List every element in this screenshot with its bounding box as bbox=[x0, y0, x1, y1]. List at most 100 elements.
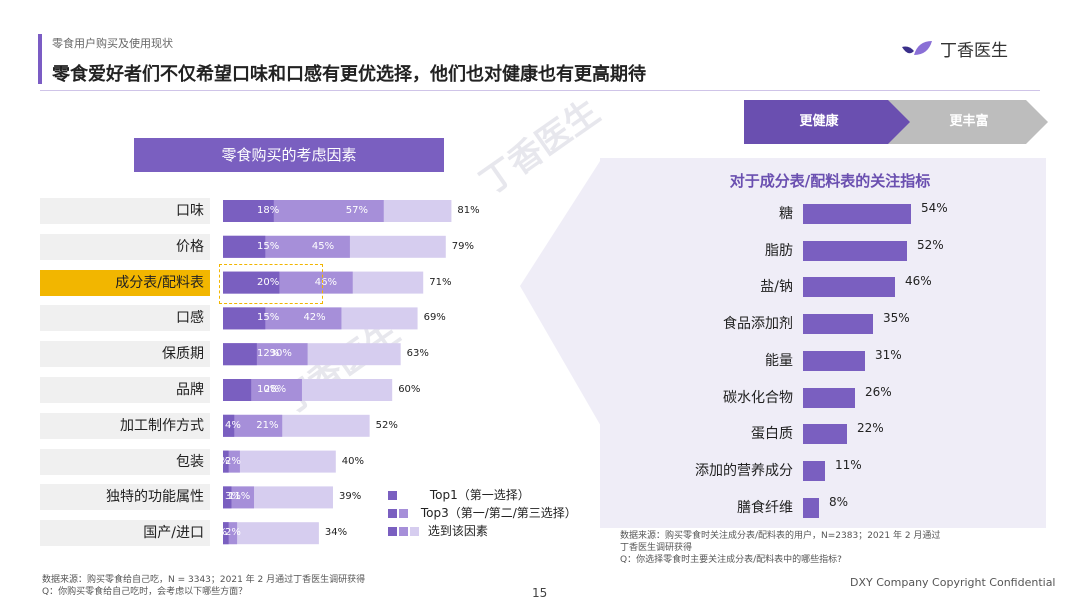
indicator-label: 脂肪 bbox=[765, 242, 793, 259]
factor-row: 国产/进口 bbox=[40, 520, 210, 547]
bar-top1 bbox=[223, 379, 252, 401]
tab-healthier[interactable]: 更健康 bbox=[744, 100, 894, 144]
factor-row: 加工制作方式 bbox=[40, 412, 210, 439]
tab-healthier-label: 更健康 bbox=[799, 114, 839, 129]
indicator-label: 食品添加剂 bbox=[723, 316, 793, 333]
legend-top3-swatch-a bbox=[388, 509, 397, 518]
legend-top1: Top1（第一选择） bbox=[388, 486, 530, 503]
bar-top3 bbox=[223, 414, 283, 437]
indicator-value: 46% bbox=[905, 274, 932, 289]
indicator-bar bbox=[803, 314, 873, 335]
legend-top3-swatch-b bbox=[399, 509, 408, 518]
highlight-dashed-box bbox=[219, 263, 323, 304]
indicator-bar bbox=[803, 424, 847, 445]
top1-value-label: 3% bbox=[225, 491, 241, 503]
bar-top1 bbox=[223, 486, 232, 509]
top1-value-label: 15% bbox=[257, 240, 280, 252]
tab-richer-label: 更丰富 bbox=[949, 114, 989, 129]
indicator-bar bbox=[803, 277, 895, 298]
callout-wedge bbox=[520, 158, 602, 428]
right-source-line-3: Q：你选择零食时主要关注成分表/配料表中的哪些指标? bbox=[620, 555, 842, 565]
section-subtitle: 零食用户购买及使用现状 bbox=[52, 37, 173, 50]
header-divider bbox=[40, 90, 1040, 91]
factor-row: 价格 bbox=[40, 233, 210, 260]
indicator-label: 碳水化合物 bbox=[723, 389, 793, 406]
indicator-label: 糖 bbox=[779, 206, 793, 222]
factor-row: 保质期 bbox=[40, 341, 210, 368]
legend-top3: Top3（第一/第二/第三选择） bbox=[388, 504, 577, 521]
right-source-line-1: 数据来源：购买零食时关注成分表/配料表的用户，N=2383；2021 年 2 月… bbox=[620, 531, 941, 541]
top3-value-label: 21% bbox=[256, 419, 279, 431]
indicator-value: 31% bbox=[875, 347, 902, 362]
legend-top1-label: Top1（第一选择） bbox=[429, 488, 530, 502]
title-accent-bar bbox=[38, 34, 42, 84]
left-source-line-2: Q：你购买零食给自己吃时，会考虑以下哪些方面？ bbox=[42, 587, 248, 597]
indicator-bar bbox=[803, 497, 819, 518]
indicator-label: 膳食纤维 bbox=[737, 499, 793, 516]
legend-top1-swatch bbox=[388, 491, 397, 500]
factor-row: 包装 bbox=[40, 448, 210, 475]
indicator-label: 蛋白质 bbox=[751, 426, 793, 443]
brand-logo-text: 丁香医生 bbox=[940, 41, 1008, 61]
indicator-label: 盐/钠 bbox=[760, 279, 793, 296]
copyright: DXY Company Copyright Confidential bbox=[850, 576, 1056, 589]
indicator-value: 54% bbox=[921, 201, 948, 215]
factor-label: 价格 bbox=[176, 238, 204, 255]
page-title: 零食爱好者们不仅希望口味和口感有更优选择，他们也对健康也有更高期待 bbox=[52, 64, 646, 85]
bar-top1 bbox=[223, 235, 266, 258]
bar-top1 bbox=[223, 522, 229, 545]
factor-label: 成分表/配料表 bbox=[115, 274, 204, 291]
factor-label: 包装 bbox=[176, 453, 204, 470]
selected-value-label: 39% bbox=[338, 491, 362, 503]
factor-label: 保质期 bbox=[162, 346, 204, 363]
bar-selected bbox=[223, 450, 336, 473]
bar-top1 bbox=[223, 307, 266, 330]
right-source-line-2: 丁香医生调研获得 bbox=[620, 543, 693, 553]
bar-top1 bbox=[223, 414, 235, 437]
top1-value-label: 2% bbox=[225, 527, 241, 539]
indicator-bar bbox=[803, 204, 911, 224]
legend-selected-swatch-c bbox=[410, 527, 419, 536]
bar-top1 bbox=[223, 450, 229, 473]
right-chart-title: 对于成分表/配料表的关注指标 bbox=[729, 172, 931, 190]
indicator-bar bbox=[803, 387, 855, 408]
bar-selected bbox=[223, 522, 319, 545]
top1-value-label: 12% bbox=[257, 348, 280, 360]
factor-row: 口味 bbox=[40, 198, 210, 224]
left-chart bbox=[223, 200, 452, 545]
selected-value-label: 79% bbox=[451, 240, 474, 252]
selected-value-label: 52% bbox=[375, 419, 398, 431]
selected-value-label: 63% bbox=[406, 348, 429, 360]
indicator-bar bbox=[803, 240, 907, 261]
factor-row: 独特的功能属性 bbox=[40, 484, 210, 511]
page-number: 15 bbox=[532, 586, 548, 600]
top1-value-label: 2% bbox=[225, 455, 241, 467]
tab-strip bbox=[744, 100, 1048, 144]
legend-selected-swatch-b bbox=[399, 527, 408, 536]
legend-selected: 选到该因素 bbox=[388, 522, 488, 539]
top3-value-label: 30% bbox=[269, 348, 292, 360]
top1-value-label: 20% bbox=[257, 276, 280, 288]
left-chart-title: 零食购买的考虑因素 bbox=[134, 138, 444, 172]
right-source-note: 数据来源：购买零食时关注成分表/配料表的用户，N=2383；2021 年 2 月… bbox=[620, 530, 940, 566]
bar-top1 bbox=[223, 271, 280, 294]
tab-richer[interactable]: 更丰富 bbox=[910, 100, 1028, 144]
indicator-bar bbox=[803, 350, 865, 371]
top1-value-label: 4% bbox=[225, 419, 241, 431]
selected-value-label: 81% bbox=[457, 205, 480, 216]
legend-selected-swatch-a bbox=[388, 527, 397, 536]
factor-label: 国产/进口 bbox=[143, 525, 204, 542]
selected-value-label: 34% bbox=[324, 527, 348, 539]
top1-value-label: 15% bbox=[257, 312, 280, 324]
bar-top1 bbox=[223, 200, 274, 222]
factor-row: 品牌 bbox=[40, 377, 210, 403]
indicator-value: 11% bbox=[835, 457, 862, 472]
indicator-bar bbox=[803, 460, 825, 481]
indicator-value: 52% bbox=[917, 237, 944, 252]
bar-top1 bbox=[223, 343, 257, 366]
top3-value-label: 46% bbox=[314, 276, 337, 288]
indicator-label: 添加的营养成分 bbox=[695, 462, 793, 479]
indicator-value: 26% bbox=[865, 384, 892, 399]
selected-value-label: 69% bbox=[423, 312, 446, 324]
factor-label: 口感 bbox=[176, 310, 204, 327]
